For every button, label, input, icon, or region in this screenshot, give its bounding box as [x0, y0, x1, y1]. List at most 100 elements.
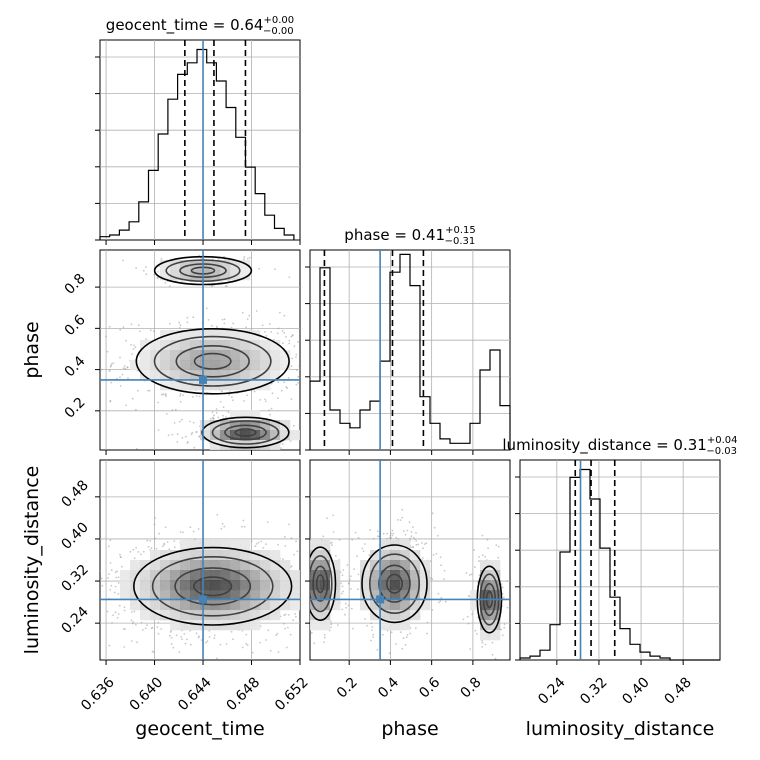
scatter-point [178, 321, 181, 324]
panel-luminosity-distance-vs-geocent-time [99, 459, 301, 661]
scatter-point [302, 594, 304, 596]
xlabel-luminosity-distance: luminosity_distance [526, 718, 715, 740]
scatter-point [265, 335, 268, 337]
scatter-point [305, 616, 307, 618]
scatter-point [168, 285, 171, 288]
density-cell [240, 370, 251, 381]
scatter-point [192, 421, 195, 424]
density-cell [290, 590, 300, 601]
scatter-point [119, 385, 122, 387]
density-cell [180, 580, 191, 591]
density-cell [400, 550, 411, 561]
density-cell [360, 580, 371, 591]
scatter-point [191, 431, 194, 434]
scatter-point [310, 631, 313, 634]
scatter-point [345, 606, 347, 609]
scatter-point [305, 379, 307, 381]
density-cell [240, 620, 251, 631]
scatter-point [376, 530, 379, 533]
density-cell [220, 270, 231, 281]
scatter-point [282, 342, 284, 345]
density-cell [370, 570, 381, 581]
density-cell [160, 580, 171, 591]
scatter-point [293, 553, 295, 556]
scatter-point [307, 320, 309, 322]
scatter-point [288, 276, 291, 278]
density-cell [310, 600, 321, 611]
scatter-point [274, 268, 276, 271]
density-cell [420, 600, 431, 611]
density-cell [230, 600, 241, 611]
scatter-point [412, 536, 415, 539]
density-cell [160, 360, 171, 371]
scatter-point [462, 618, 465, 621]
density-cell [180, 590, 191, 601]
density-cell [190, 600, 201, 611]
scatter-point [179, 394, 182, 397]
scatter-point [323, 641, 325, 644]
density-cell [270, 570, 281, 581]
density-cell [480, 610, 491, 621]
density-cell [470, 600, 481, 611]
title-main: geocent_time = 0.64 [106, 16, 264, 35]
scatter-point [342, 590, 345, 593]
scatter-point [221, 522, 224, 525]
scatter-point [302, 600, 304, 602]
scatter-point [208, 636, 211, 638]
scatter-point [302, 613, 304, 615]
scatter-point [327, 343, 329, 345]
scatter-point [224, 285, 227, 287]
scatter-point [404, 533, 407, 536]
scatter-point [254, 545, 257, 548]
scatter-point [168, 634, 171, 637]
scatter-point [362, 550, 365, 552]
scatter-point [221, 318, 224, 321]
scatter-point [287, 377, 290, 379]
scatter-point [131, 622, 134, 625]
scatter-point [114, 611, 117, 614]
scatter-point [382, 532, 385, 535]
scatter-point [158, 532, 161, 535]
scatter-point [194, 538, 196, 541]
scatter-point [408, 521, 411, 524]
scatter-point [440, 564, 442, 567]
density-cell [250, 420, 261, 431]
scatter-point [245, 326, 248, 329]
scatter-point [421, 542, 423, 544]
scatter-point [146, 624, 149, 627]
scatter-point [122, 326, 125, 329]
title-lower-error: −0.03 [706, 446, 737, 457]
scatter-point [357, 537, 360, 539]
scatter-point [145, 338, 147, 340]
density-cell [230, 430, 241, 441]
density-cell [360, 570, 371, 581]
density-cell [210, 560, 221, 571]
scatter-point [93, 561, 95, 563]
density-cell [290, 580, 300, 591]
scatter-point [101, 584, 104, 587]
density-cell [480, 620, 491, 631]
scatter-point [409, 632, 412, 635]
scatter-point [431, 609, 434, 611]
density-cell [230, 540, 241, 551]
scatter-point [122, 367, 125, 370]
scatter-point [153, 523, 156, 526]
scatter-point [350, 588, 352, 590]
density-cell [240, 430, 251, 441]
scatter-point [98, 370, 100, 372]
scatter-point [222, 414, 224, 417]
scatter-point [108, 325, 111, 328]
scatter-point [122, 628, 125, 630]
density-cell [180, 330, 191, 341]
scatter-point [76, 589, 78, 591]
density-cell [250, 620, 261, 631]
scatter-point [216, 657, 219, 660]
density-cell [240, 260, 251, 271]
scatter-point [186, 638, 188, 641]
scatter-point [370, 639, 372, 642]
density-cell [140, 360, 151, 371]
scatter-point [137, 551, 140, 553]
scatter-point [211, 411, 214, 414]
scatter-point [297, 341, 299, 343]
density-cell [220, 600, 231, 611]
